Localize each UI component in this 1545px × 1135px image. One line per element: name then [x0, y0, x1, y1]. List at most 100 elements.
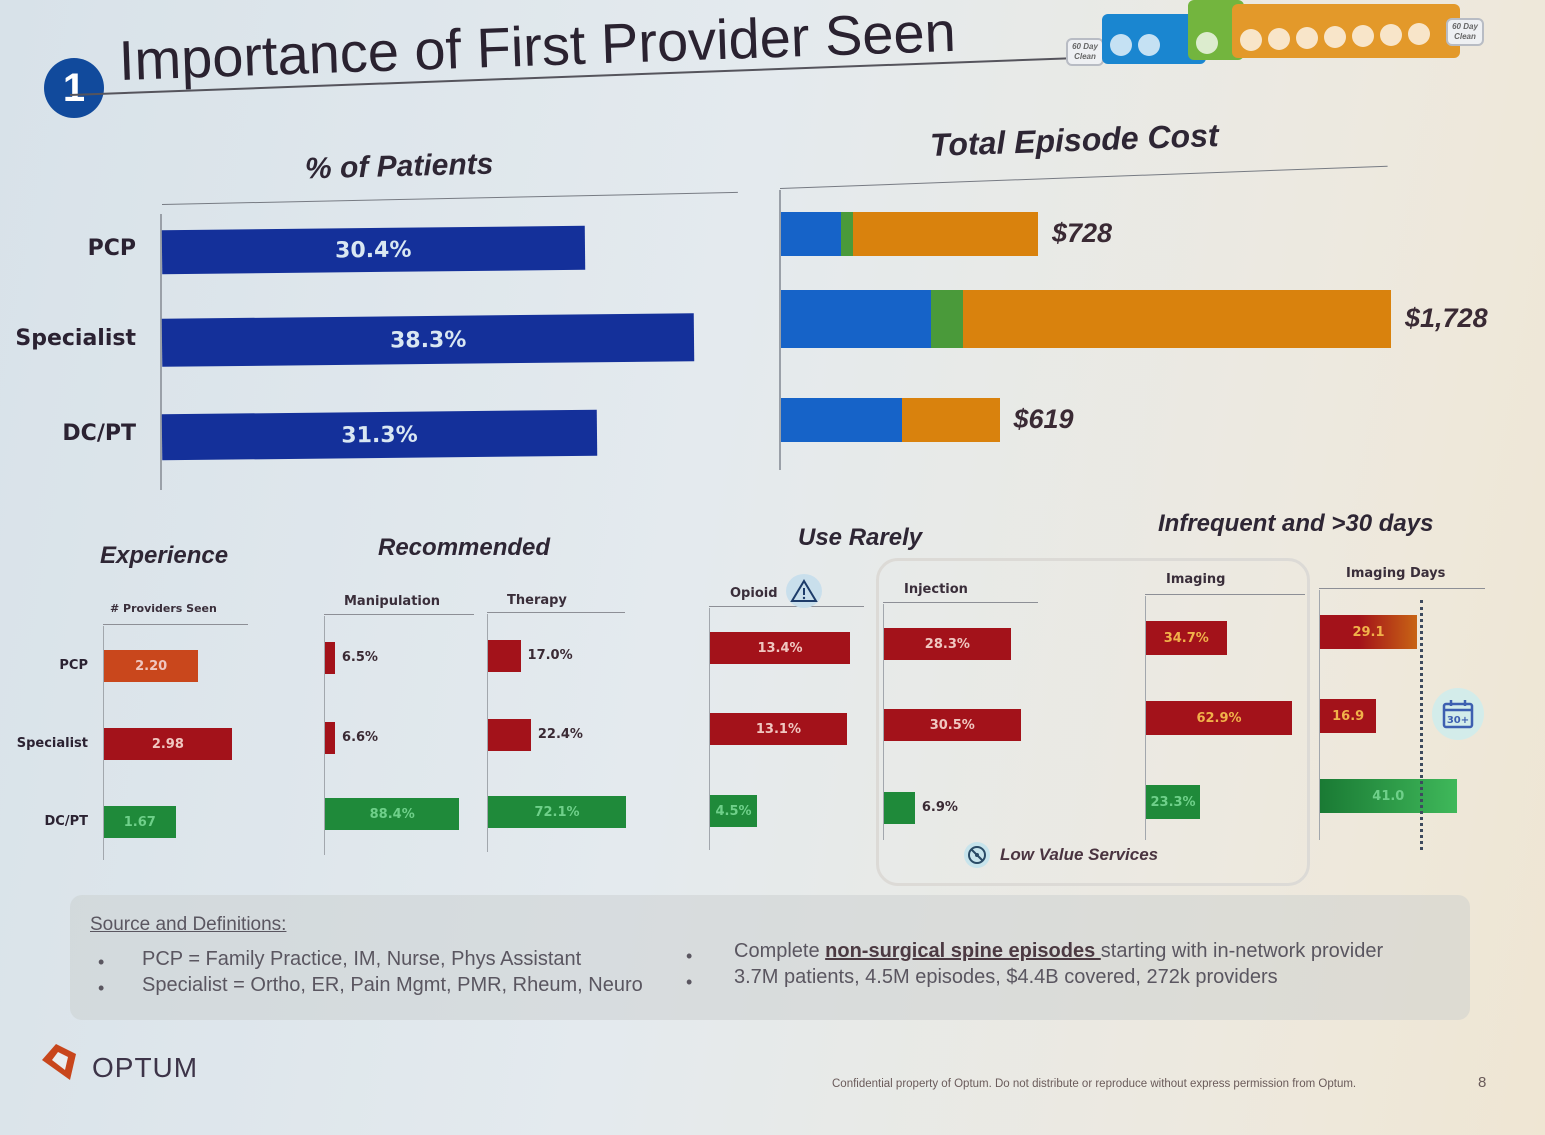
section-recommended: Recommended: [378, 534, 551, 561]
category-label: Specialist: [16, 736, 88, 751]
bar: 30.5%: [884, 709, 1021, 741]
definition-specialist: Specialist = Ortho, ER, Pain Mgmt, PMR, …: [142, 974, 643, 996]
bar: 38.3%: [161, 313, 695, 367]
category-label: Specialist: [15, 326, 136, 351]
service-icon-1: [1240, 29, 1262, 51]
bullet: •: [98, 952, 105, 972]
data-label: 88.4%: [369, 806, 415, 822]
data-label: 28.3%: [924, 636, 970, 652]
therapy-icon: [1196, 32, 1218, 54]
subchart-title: Injection: [904, 582, 968, 597]
bar-segment-orange: [853, 212, 1038, 256]
total-label: $728: [1051, 218, 1113, 248]
subchart-axis: [883, 604, 884, 840]
data-label: 72.1%: [534, 804, 580, 820]
category-label: DC/PT: [44, 814, 88, 829]
subchart-top-rule: [1145, 594, 1305, 595]
badge-number: 1: [62, 65, 86, 110]
patients-chart-axis: [160, 214, 162, 490]
subchart-title: Therapy: [507, 593, 567, 608]
episodes-post: starting with in-network provider: [1100, 940, 1384, 962]
data-label: 6.9%: [921, 800, 958, 815]
service-icon-2: [1268, 28, 1290, 50]
bar: 30.4%: [161, 225, 585, 275]
subchart-title: Opioid: [730, 586, 778, 601]
section-infrequent: Infrequent and >30 days: [1158, 510, 1434, 537]
care-journey-widget: 60 Day Clean 60 Day Clean: [1066, 0, 1486, 68]
section-number-badge: 1: [44, 58, 104, 118]
total-label: $619: [1013, 404, 1074, 434]
source-heading: Source and Definitions:: [90, 914, 287, 935]
data-label: 30.5%: [929, 717, 975, 733]
service-icon-3: [1296, 27, 1318, 49]
subchart-title: Imaging: [1166, 572, 1226, 587]
cost-chart-title: Total Episode Cost: [929, 116, 1220, 164]
category-label: PCP: [59, 658, 88, 673]
data-label: 62.9%: [1196, 710, 1242, 726]
data-label: 2.20: [135, 658, 168, 674]
bar: [884, 792, 915, 824]
low-value-services-panel: [876, 558, 1310, 886]
subchart-axis: [1319, 590, 1320, 840]
bar: 31.3%: [161, 409, 598, 461]
confidential-notice: Confidential property of Optum. Do not d…: [832, 1078, 1357, 1090]
bar-segment-orange: [962, 290, 1391, 348]
optum-logo-icon: [42, 1044, 76, 1080]
bar: 13.1%: [710, 713, 847, 745]
category-label: PCP: [87, 236, 136, 261]
patients-chart-top-rule: [161, 191, 738, 205]
subchart-title: Manipulation: [344, 594, 441, 609]
subchart-title: Imaging Days: [1346, 566, 1446, 581]
bar: 23.3%: [1146, 785, 1201, 819]
data-label: 1.67: [123, 814, 156, 830]
subchart-title: # Providers Seen: [110, 602, 217, 615]
cost-chart-top-rule: [779, 165, 1388, 189]
subchart-axis: [709, 608, 710, 850]
bar-segment-orange: [901, 398, 1000, 442]
bar: 34.7%: [1146, 621, 1227, 655]
bar: 2.20: [104, 650, 199, 682]
bar: 72.1%: [488, 796, 626, 828]
journey-segment-orange: [1232, 4, 1460, 58]
definition-episodes: Complete non-surgical spine episodes sta…: [734, 940, 1383, 963]
subchart-top-rule: [103, 624, 248, 625]
data-label: 4.5%: [715, 803, 752, 819]
definition-pcp: PCP = Family Practice, IM, Nurse, Phys A…: [142, 948, 582, 970]
data-label: 38.3%: [389, 327, 467, 353]
bar-segment-blue: [781, 398, 902, 442]
episodes-link[interactable]: non-surgical spine episodes: [825, 940, 1101, 962]
bar: 88.4%: [325, 798, 460, 830]
subchart-top-rule: [1319, 588, 1485, 589]
clean-period-right: 60 Day Clean: [1446, 18, 1484, 46]
page-title: Importance of First Provider Seen: [117, 0, 957, 93]
data-label: 16.9: [1332, 708, 1365, 724]
bar: 1.67: [104, 806, 176, 838]
provider-icon: [1138, 34, 1160, 56]
patients-chart-title: % of Patients: [304, 147, 494, 186]
data-label: 6.6%: [342, 730, 379, 745]
bar: 13.4%: [710, 632, 850, 664]
bar: 4.5%: [710, 795, 757, 827]
page-number: 8: [1478, 1074, 1487, 1091]
bar: 28.3%: [884, 628, 1011, 660]
subchart-top-rule: [883, 602, 1038, 603]
bullet: •: [686, 972, 693, 992]
service-icon-5: [1352, 25, 1374, 47]
bullet: •: [686, 946, 693, 966]
bullet: •: [98, 978, 105, 998]
optum-logo-text: OPTUM: [92, 1052, 199, 1083]
bar: 2.98: [104, 728, 232, 760]
category-label: DC/PT: [62, 421, 136, 446]
optum-logo: OPTUM: [38, 1040, 198, 1084]
data-label: 22.4%: [537, 727, 583, 742]
bar-segment-green: [841, 212, 854, 256]
definition-volume: 3.7M patients, 4.5M episodes, $4.4B cove…: [734, 966, 1278, 988]
treatment-icon: [1110, 34, 1132, 56]
subchart-axis: [103, 626, 104, 860]
bar-segment-green: [931, 290, 963, 348]
source-definitions-box: [70, 895, 1470, 1020]
calendar-label: 30+: [1447, 715, 1469, 726]
data-label: 13.1%: [755, 721, 801, 737]
data-label: 2.98: [151, 736, 184, 752]
bar: [488, 640, 521, 672]
